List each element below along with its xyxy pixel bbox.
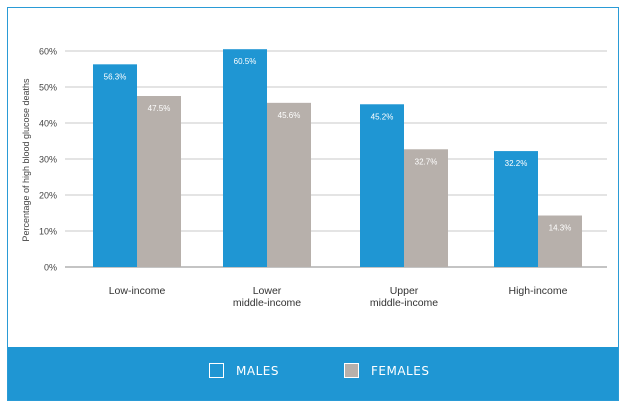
bar-males xyxy=(494,151,538,267)
legend-swatch-males xyxy=(209,363,224,378)
y-tick-label: 30% xyxy=(39,155,57,165)
bar-females xyxy=(538,215,582,267)
x-tick-label: High-income xyxy=(509,285,568,297)
y-tick-label: 10% xyxy=(39,227,57,237)
bar-males xyxy=(360,104,404,267)
x-tick-label: middle-income xyxy=(370,297,438,309)
y-tick-label: 60% xyxy=(39,47,57,57)
data-label: 47.5% xyxy=(148,104,171,113)
data-label: 56.3% xyxy=(104,72,127,81)
data-label: 45.6% xyxy=(278,111,301,120)
bar-males xyxy=(93,64,137,267)
legend-item-males: MALES xyxy=(209,363,279,378)
x-tick-label: middle-income xyxy=(233,297,301,309)
bar-chart: 0% 10% 20% 30% 40% 50% 60% Percentage of high b… xyxy=(21,47,607,309)
x-tick-label: Low-income xyxy=(109,285,166,297)
data-label: 14.3% xyxy=(549,224,572,233)
data-label: 45.2% xyxy=(371,112,394,121)
y-axis-label: Percentage of high blood glucose deaths xyxy=(21,78,31,242)
x-tick-label: Lower xyxy=(253,285,282,297)
legend-item-females: FEMALES xyxy=(344,363,429,378)
y-tick-label: 20% xyxy=(39,191,57,201)
y-tick-label: 40% xyxy=(39,119,57,129)
legend-swatch-females xyxy=(344,363,359,378)
legend-label-males: MALES xyxy=(236,363,279,378)
y-tick-label: 0% xyxy=(44,263,57,273)
x-tick-label: Upper xyxy=(390,285,419,297)
legend-label-females: FEMALES xyxy=(371,363,430,378)
data-label: 60.5% xyxy=(234,57,257,66)
bar-males xyxy=(223,49,267,268)
data-label: 32.2% xyxy=(505,159,528,168)
legend-bar: MALES FEMALES xyxy=(8,347,618,400)
data-label: 32.7% xyxy=(415,157,438,166)
bar-females xyxy=(404,149,448,267)
bar-females xyxy=(137,96,181,267)
y-tick-label: 50% xyxy=(39,83,57,93)
bar-females xyxy=(267,102,311,267)
